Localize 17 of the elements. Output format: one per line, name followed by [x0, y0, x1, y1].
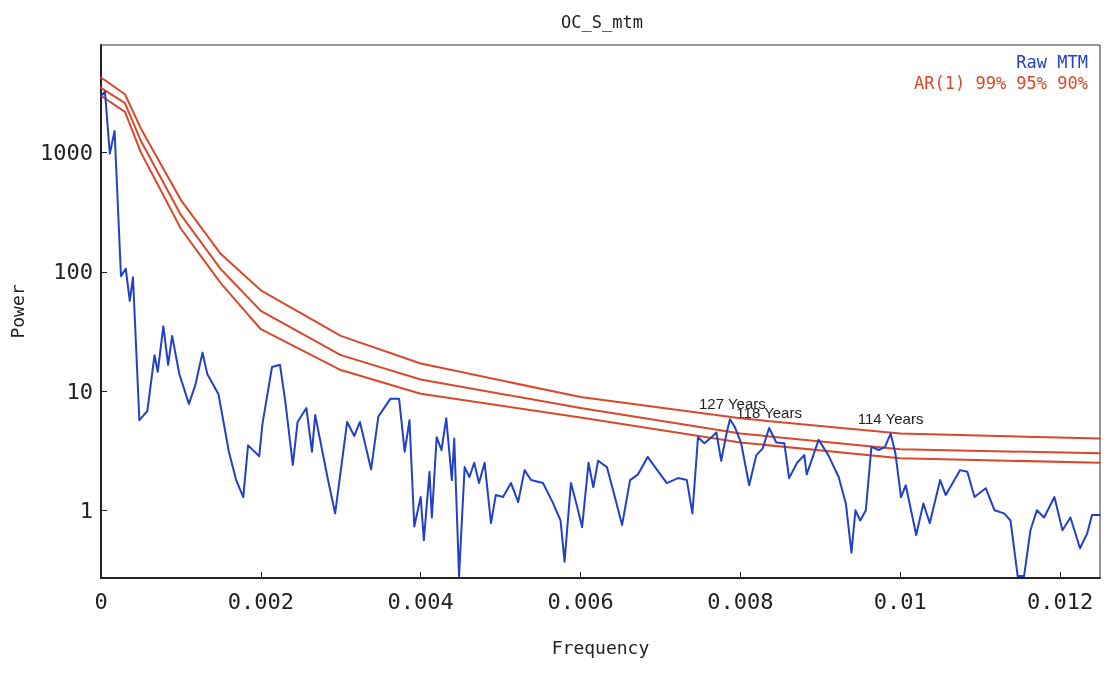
- y-tick-label: 1: [79, 497, 93, 523]
- text: Raw MTM: [1016, 51, 1088, 72]
- y-tick-label: 10: [66, 378, 93, 404]
- x-axis-title: Frequency: [551, 636, 650, 658]
- chart-title: OC_S_mtm: [561, 11, 643, 32]
- x-tick-label: 0.002: [227, 588, 294, 614]
- y-tick-label: 100: [53, 259, 93, 285]
- x-tick-label: 0.01: [873, 588, 927, 614]
- annotation: 114 Years: [857, 409, 924, 427]
- x-tick-label: 0.012: [1026, 588, 1094, 614]
- y-tick-label: 1000: [40, 140, 93, 166]
- x-tick-label: 0: [94, 588, 108, 614]
- x-tick-label: 0.006: [547, 588, 614, 614]
- x-tick-label: 0.008: [707, 588, 774, 614]
- text: AR(1) 99% 95% 90%: [914, 72, 1088, 93]
- x-tick-label: 0.004: [387, 588, 454, 614]
- y-axis-title: Power: [6, 284, 28, 339]
